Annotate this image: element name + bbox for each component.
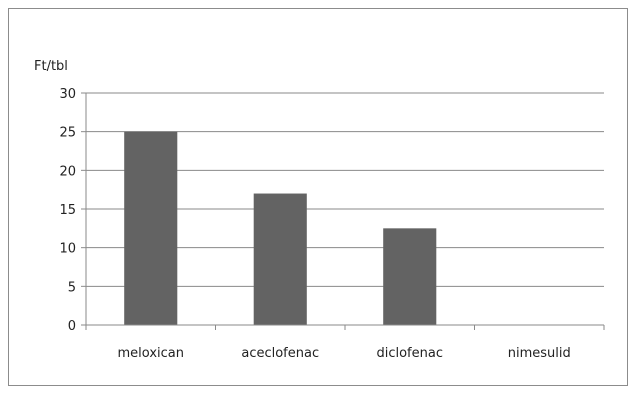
y-tick-label: 10 xyxy=(59,242,76,257)
y-tick-labels: 0 5 10 15 20 25 30 xyxy=(59,87,76,334)
y-tick-label: 20 xyxy=(59,164,76,179)
bars xyxy=(124,131,437,325)
y-tick-label: 5 xyxy=(68,280,76,295)
x-tick-label: aceclofenac xyxy=(241,346,319,361)
y-axis-label: Ft/tbl xyxy=(34,59,68,74)
chart-frame xyxy=(8,8,628,386)
x-tick-label: meloxican xyxy=(118,346,185,361)
axes xyxy=(81,92,605,330)
x-tick-label: nimesulid xyxy=(508,346,571,361)
bar xyxy=(124,131,178,325)
y-tick-label: 15 xyxy=(59,203,76,218)
y-tick-label: 30 xyxy=(59,87,76,102)
y-tick-label: 25 xyxy=(59,126,76,141)
bar xyxy=(253,193,307,325)
bar xyxy=(383,228,437,325)
y-tick-label: 0 xyxy=(68,319,76,334)
x-tick-label: diclofenac xyxy=(376,346,443,361)
x-tick-labels: meloxican aceclofenac diclofenac nimesulid xyxy=(118,346,571,361)
